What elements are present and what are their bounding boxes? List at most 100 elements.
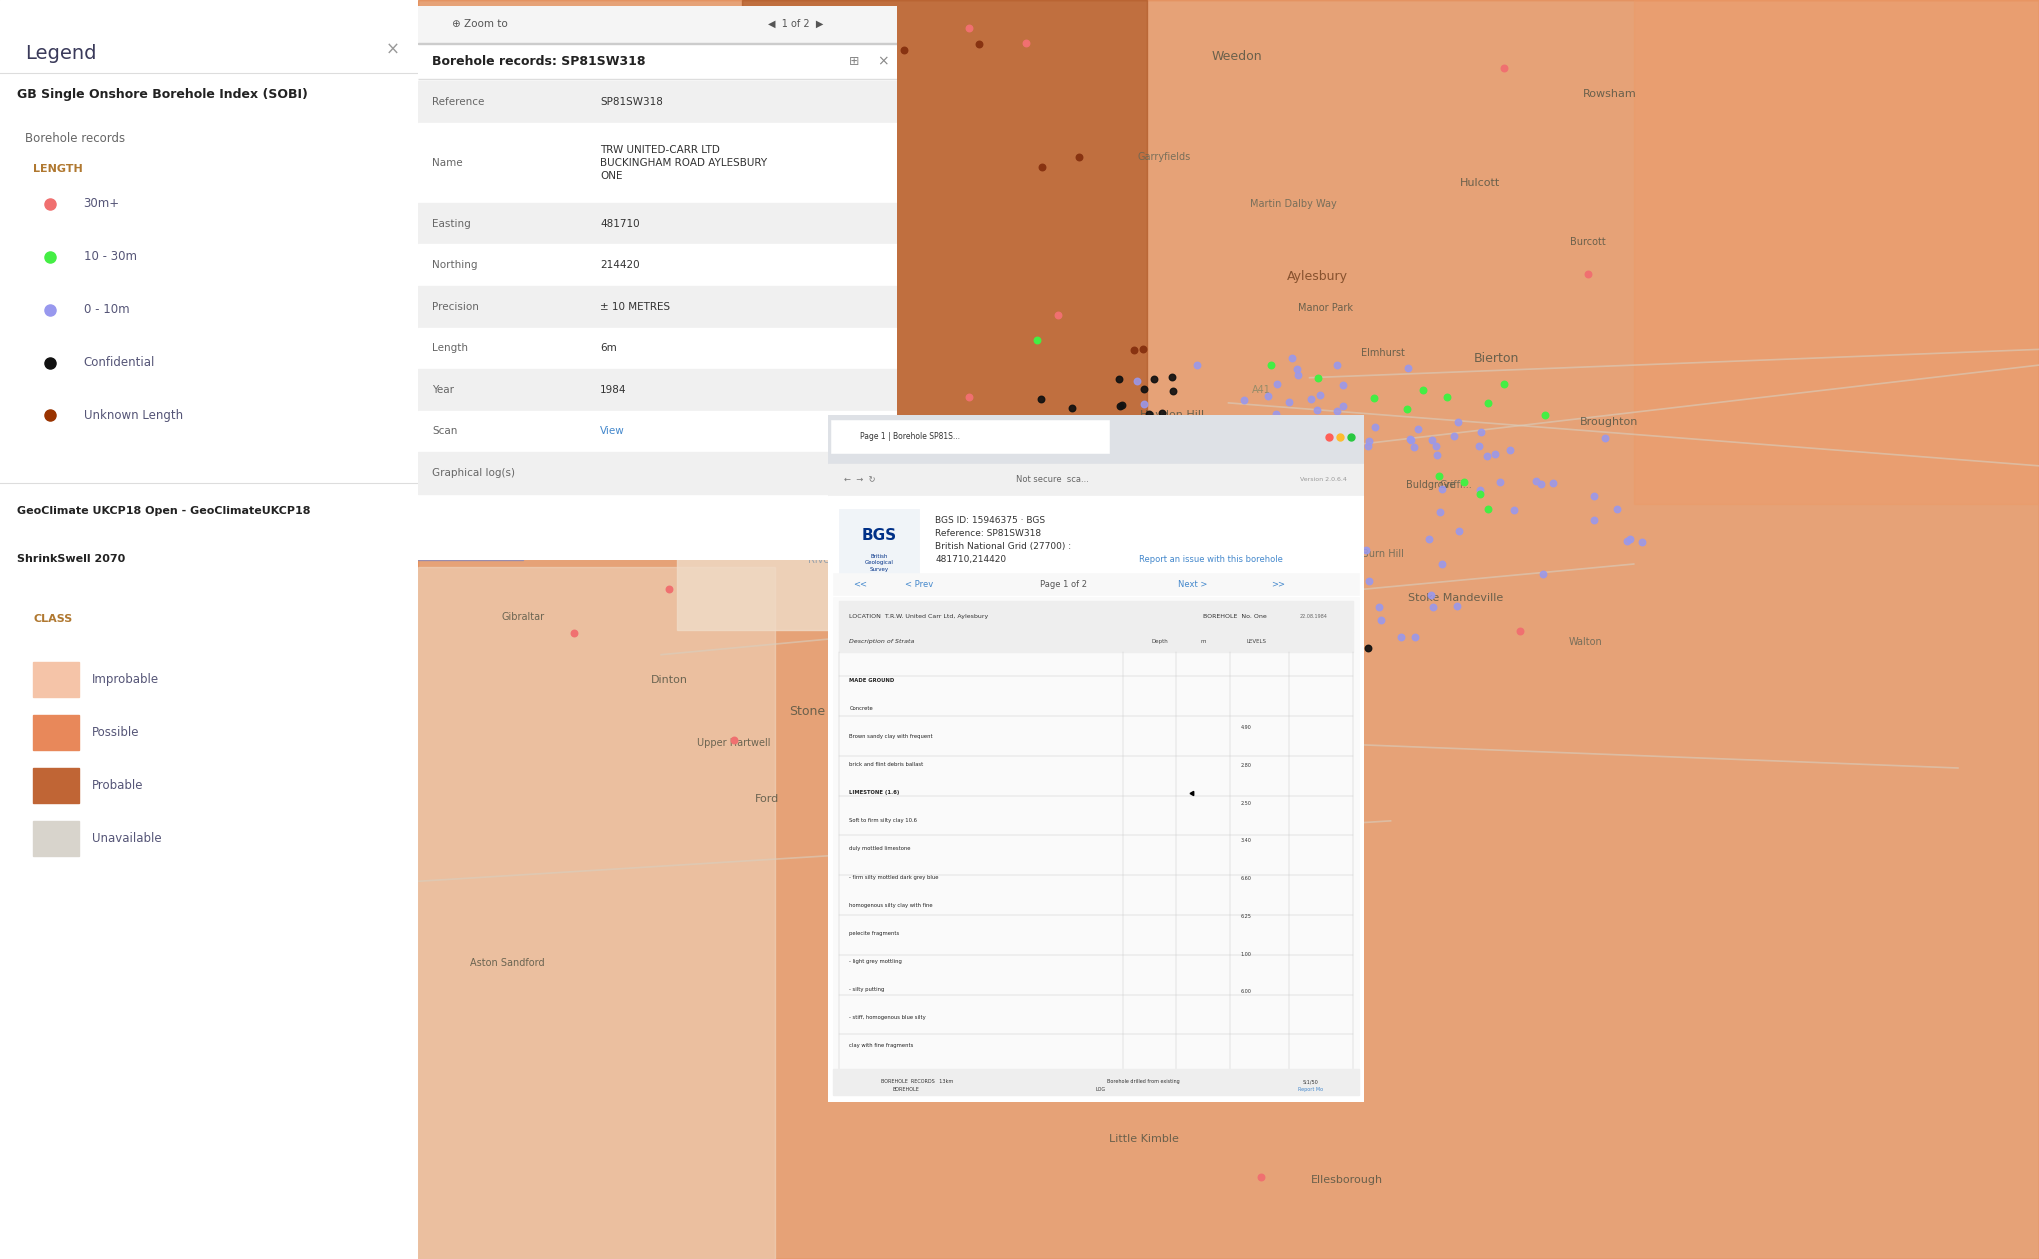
Text: Easting: Easting	[432, 219, 471, 229]
Point	[1291, 410, 1323, 431]
Text: ×: ×	[385, 40, 400, 58]
Point	[1431, 387, 1464, 407]
Point	[1327, 395, 1360, 415]
Text: Martin Dalby Way: Martin Dalby Way	[1250, 199, 1338, 209]
Text: A41: A41	[1252, 385, 1270, 395]
Text: Achenden: Achenden	[430, 366, 479, 376]
Point	[1248, 546, 1280, 567]
Point	[1331, 563, 1364, 583]
Point	[1276, 349, 1309, 369]
Bar	[838, 601, 1354, 632]
Point	[1484, 472, 1517, 492]
Text: British National Grid (27700) :: British National Grid (27700) :	[936, 541, 1070, 550]
Point	[1134, 476, 1166, 496]
Text: Lower Hartwell: Lower Hartwell	[879, 631, 962, 641]
Text: ×: ×	[877, 54, 889, 68]
Point	[1238, 485, 1270, 505]
Bar	[418, 567, 775, 1259]
Text: MADE GROUND: MADE GROUND	[850, 677, 895, 682]
Text: Stoke Mandeville: Stoke Mandeville	[1407, 593, 1503, 603]
Text: - stiff, homogenous blue silty: - stiff, homogenous blue silty	[850, 1015, 926, 1020]
Point	[1223, 602, 1256, 622]
Point	[652, 579, 685, 599]
Text: 481710,214420: 481710,214420	[936, 555, 1005, 564]
Point	[1146, 403, 1179, 423]
Point	[1193, 524, 1225, 544]
Point	[1062, 409, 1095, 429]
Text: GeoClimate UKCP18 Open - GeoClimateUKCP18: GeoClimate UKCP18 Open - GeoClimateUKCP1…	[16, 506, 310, 516]
Point	[1529, 405, 1562, 426]
Text: North Lee: North Lee	[1278, 769, 1327, 779]
Point	[1417, 597, 1450, 617]
Point	[1270, 515, 1303, 535]
Point	[1215, 433, 1248, 453]
Text: Gibraltar: Gibraltar	[502, 612, 544, 622]
Point	[1185, 423, 1217, 443]
Text: - light grey mottling: - light grey mottling	[850, 959, 901, 964]
Point	[1217, 471, 1250, 491]
Point	[1297, 533, 1329, 553]
Point	[962, 34, 995, 54]
Point	[1221, 546, 1254, 567]
Point	[1309, 549, 1342, 569]
Point	[1138, 429, 1170, 449]
Point	[1295, 389, 1327, 409]
Point	[1421, 446, 1454, 466]
Text: Hulcott: Hulcott	[1460, 178, 1501, 188]
Text: Northing: Northing	[432, 261, 477, 271]
Text: ± 10 METRES: ± 10 METRES	[599, 302, 671, 312]
Point	[1142, 442, 1174, 462]
Point	[1334, 574, 1366, 594]
Point	[1305, 418, 1338, 438]
Text: Scan: Scan	[432, 427, 457, 437]
Bar	[828, 463, 1364, 496]
Point	[430, 55, 463, 76]
Text: Aston Sandford: Aston Sandford	[469, 958, 544, 968]
Text: 6m: 6m	[599, 344, 618, 354]
Point	[1181, 355, 1213, 375]
Point	[1301, 515, 1334, 535]
Point	[1138, 369, 1170, 389]
Point	[1181, 529, 1213, 549]
Point	[1613, 529, 1645, 549]
Point	[1146, 506, 1179, 526]
Point	[1364, 611, 1397, 631]
Point	[1215, 540, 1248, 560]
Bar	[418, 286, 897, 327]
Text: Probable: Probable	[92, 779, 143, 792]
Text: LEVELS: LEVELS	[1246, 640, 1266, 645]
Text: Legend: Legend	[24, 44, 96, 63]
Point	[1437, 427, 1470, 447]
Point	[1303, 385, 1336, 405]
Text: S:1/50: S:1/50	[1303, 1079, 1319, 1084]
Point	[1588, 428, 1621, 448]
Point	[1572, 264, 1605, 285]
Point	[1197, 410, 1230, 431]
Text: Page 1 of 2: Page 1 of 2	[1040, 579, 1087, 589]
Point	[1321, 590, 1354, 611]
Point	[1227, 390, 1260, 410]
Point	[1083, 423, 1115, 443]
Text: - silty putting: - silty putting	[850, 987, 885, 992]
Text: Reference: Reference	[432, 97, 485, 107]
Point	[1258, 624, 1291, 645]
Point	[1128, 458, 1160, 478]
Point	[1423, 502, 1456, 522]
Point	[1303, 512, 1336, 533]
Point	[1042, 305, 1075, 325]
Bar	[418, 203, 897, 244]
Point	[1478, 444, 1511, 465]
Text: ⊞: ⊞	[848, 54, 858, 68]
Text: Kimble Wick: Kimble Wick	[1075, 996, 1136, 1006]
Point	[1156, 380, 1189, 400]
Text: Southcourt: Southcourt	[1158, 568, 1211, 578]
Point	[1266, 500, 1299, 520]
Point	[1207, 519, 1240, 539]
Point	[1058, 438, 1091, 458]
Point	[1179, 596, 1211, 616]
Point	[1174, 589, 1207, 609]
Point	[1301, 400, 1334, 421]
Point	[1352, 570, 1384, 590]
Point	[1185, 570, 1217, 590]
Point	[1103, 423, 1136, 443]
